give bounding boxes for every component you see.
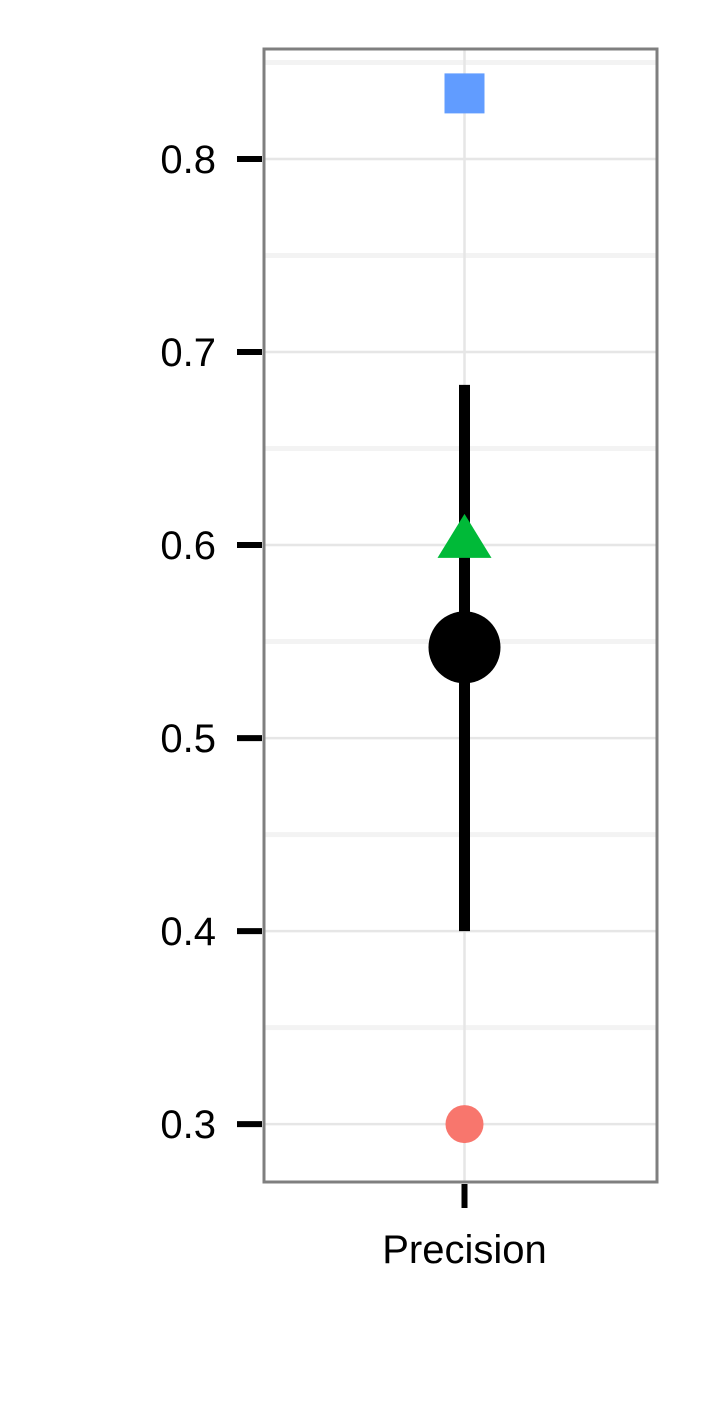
circle-point — [445, 1105, 484, 1144]
axes-layer — [237, 47, 659, 1208]
marks-layer — [428, 73, 501, 1144]
panel-border — [262, 47, 659, 1184]
y-tick-label: 0.7 — [160, 331, 216, 375]
y-tick-label: 0.6 — [160, 524, 216, 568]
y-tick-label: 0.5 — [160, 717, 216, 761]
y-tick-label: 0.4 — [160, 910, 216, 954]
y-tick-label: 0.3 — [160, 1103, 216, 1147]
labels-layer: 0.3 0.4 0.5 0.6 0.7 0.8 Precision — [160, 138, 546, 1272]
triangle-point — [437, 513, 492, 558]
square-point — [444, 73, 485, 114]
estimate-point — [428, 611, 501, 684]
x-tick-label: Precision — [382, 1228, 547, 1272]
y-tick-label: 0.8 — [160, 138, 216, 182]
